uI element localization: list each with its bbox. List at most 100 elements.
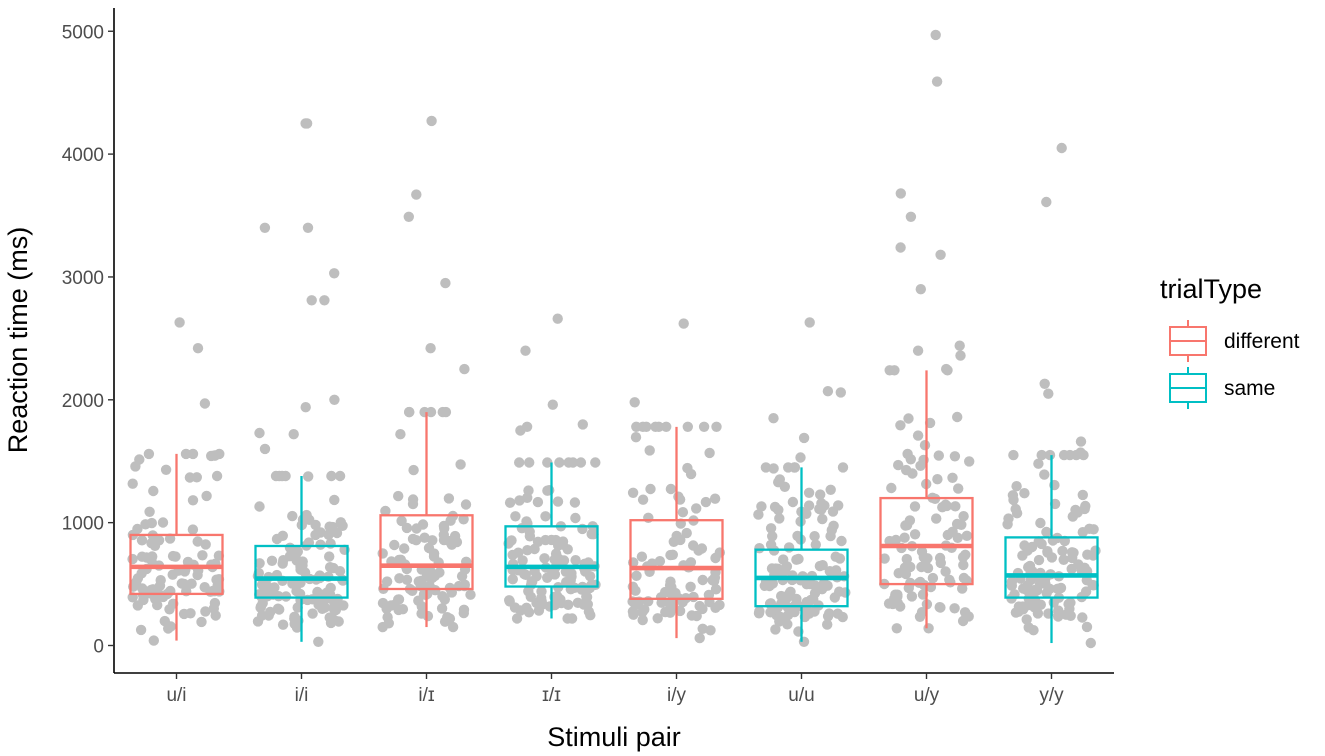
data-point	[542, 485, 553, 496]
data-point	[1010, 503, 1021, 515]
data-point	[652, 613, 663, 624]
data-point	[958, 559, 969, 571]
outlier-point	[905, 211, 917, 222]
data-point	[753, 509, 764, 520]
data-point	[434, 567, 445, 578]
outlier-point	[319, 295, 330, 306]
data-point	[819, 500, 830, 511]
data-point	[782, 619, 793, 630]
data-point	[449, 530, 461, 542]
data-point	[326, 470, 337, 482]
data-point	[127, 553, 138, 565]
x-tick-label: i/i	[295, 685, 309, 706]
data-point	[711, 421, 722, 432]
data-point	[641, 421, 652, 432]
outlier-point	[895, 188, 906, 199]
legend-label-different: different	[1224, 330, 1300, 353]
data-point	[905, 577, 916, 589]
data-point	[307, 608, 318, 619]
data-point	[167, 550, 179, 562]
data-point	[201, 490, 212, 502]
data-point	[585, 610, 596, 621]
data-point	[393, 594, 404, 605]
data-point	[136, 551, 148, 562]
data-point	[334, 470, 346, 482]
data-point	[271, 533, 283, 545]
outlier-point	[1075, 436, 1087, 447]
data-point	[527, 576, 538, 587]
data-point	[325, 582, 336, 594]
outlier-point	[300, 402, 311, 413]
data-point	[1013, 606, 1024, 617]
outlier-point	[935, 249, 946, 260]
data-point	[274, 604, 285, 615]
data-point	[1081, 621, 1093, 633]
data-point	[665, 483, 677, 495]
data-point	[661, 421, 672, 432]
data-point	[263, 610, 274, 621]
data-point	[958, 572, 970, 584]
data-point	[460, 499, 472, 510]
box-different	[879, 370, 974, 629]
data-point	[1064, 449, 1076, 461]
data-point	[914, 611, 926, 622]
data-point	[144, 506, 155, 517]
data-point	[630, 432, 642, 443]
data-point	[902, 448, 913, 460]
data-point	[1072, 507, 1083, 518]
data-point	[513, 547, 524, 558]
data-point	[714, 599, 725, 611]
data-point	[950, 501, 961, 512]
data-point	[639, 604, 650, 615]
data-point	[899, 532, 910, 543]
data-point	[836, 535, 847, 547]
data-point	[136, 535, 148, 546]
data-point	[825, 484, 836, 495]
data-point	[439, 616, 451, 627]
data-point	[514, 457, 525, 468]
y-tick-label: 2000	[62, 391, 104, 412]
data-point	[643, 512, 654, 523]
data-point	[515, 605, 526, 616]
data-point	[422, 610, 434, 622]
data-point	[703, 589, 715, 601]
box-same	[1004, 455, 1099, 644]
data-point	[792, 530, 803, 542]
data-point	[660, 606, 671, 618]
data-point	[312, 586, 323, 598]
data-point	[324, 562, 336, 573]
data-point	[1006, 580, 1017, 591]
outlier-point	[302, 222, 314, 233]
data-point	[395, 429, 406, 440]
outlier-point	[329, 394, 340, 405]
data-point	[772, 602, 783, 613]
data-point	[909, 529, 921, 540]
y-tick-label: 4000	[62, 145, 104, 166]
data-point	[704, 447, 715, 459]
data-point	[822, 611, 834, 622]
data-point	[915, 460, 926, 471]
data-point	[1033, 536, 1044, 547]
data-point	[296, 561, 308, 572]
data-point	[945, 577, 956, 588]
data-point	[510, 511, 521, 522]
data-point	[959, 607, 971, 618]
x-tick-label: ɪ/ɪ	[542, 685, 561, 706]
outlier-point	[259, 443, 271, 455]
outlier-point	[678, 318, 689, 329]
box-iqr	[629, 519, 724, 600]
data-point	[315, 527, 326, 538]
data-point	[569, 497, 581, 508]
data-point	[809, 531, 820, 542]
data-point	[446, 539, 457, 550]
data-point	[565, 575, 576, 586]
data-point	[923, 623, 934, 634]
data-point	[952, 411, 963, 423]
data-point	[443, 493, 455, 504]
outlier-point	[1075, 447, 1086, 458]
data-point	[1057, 545, 1068, 557]
data-point	[809, 606, 820, 617]
data-point	[809, 588, 821, 599]
data-point	[628, 609, 639, 620]
